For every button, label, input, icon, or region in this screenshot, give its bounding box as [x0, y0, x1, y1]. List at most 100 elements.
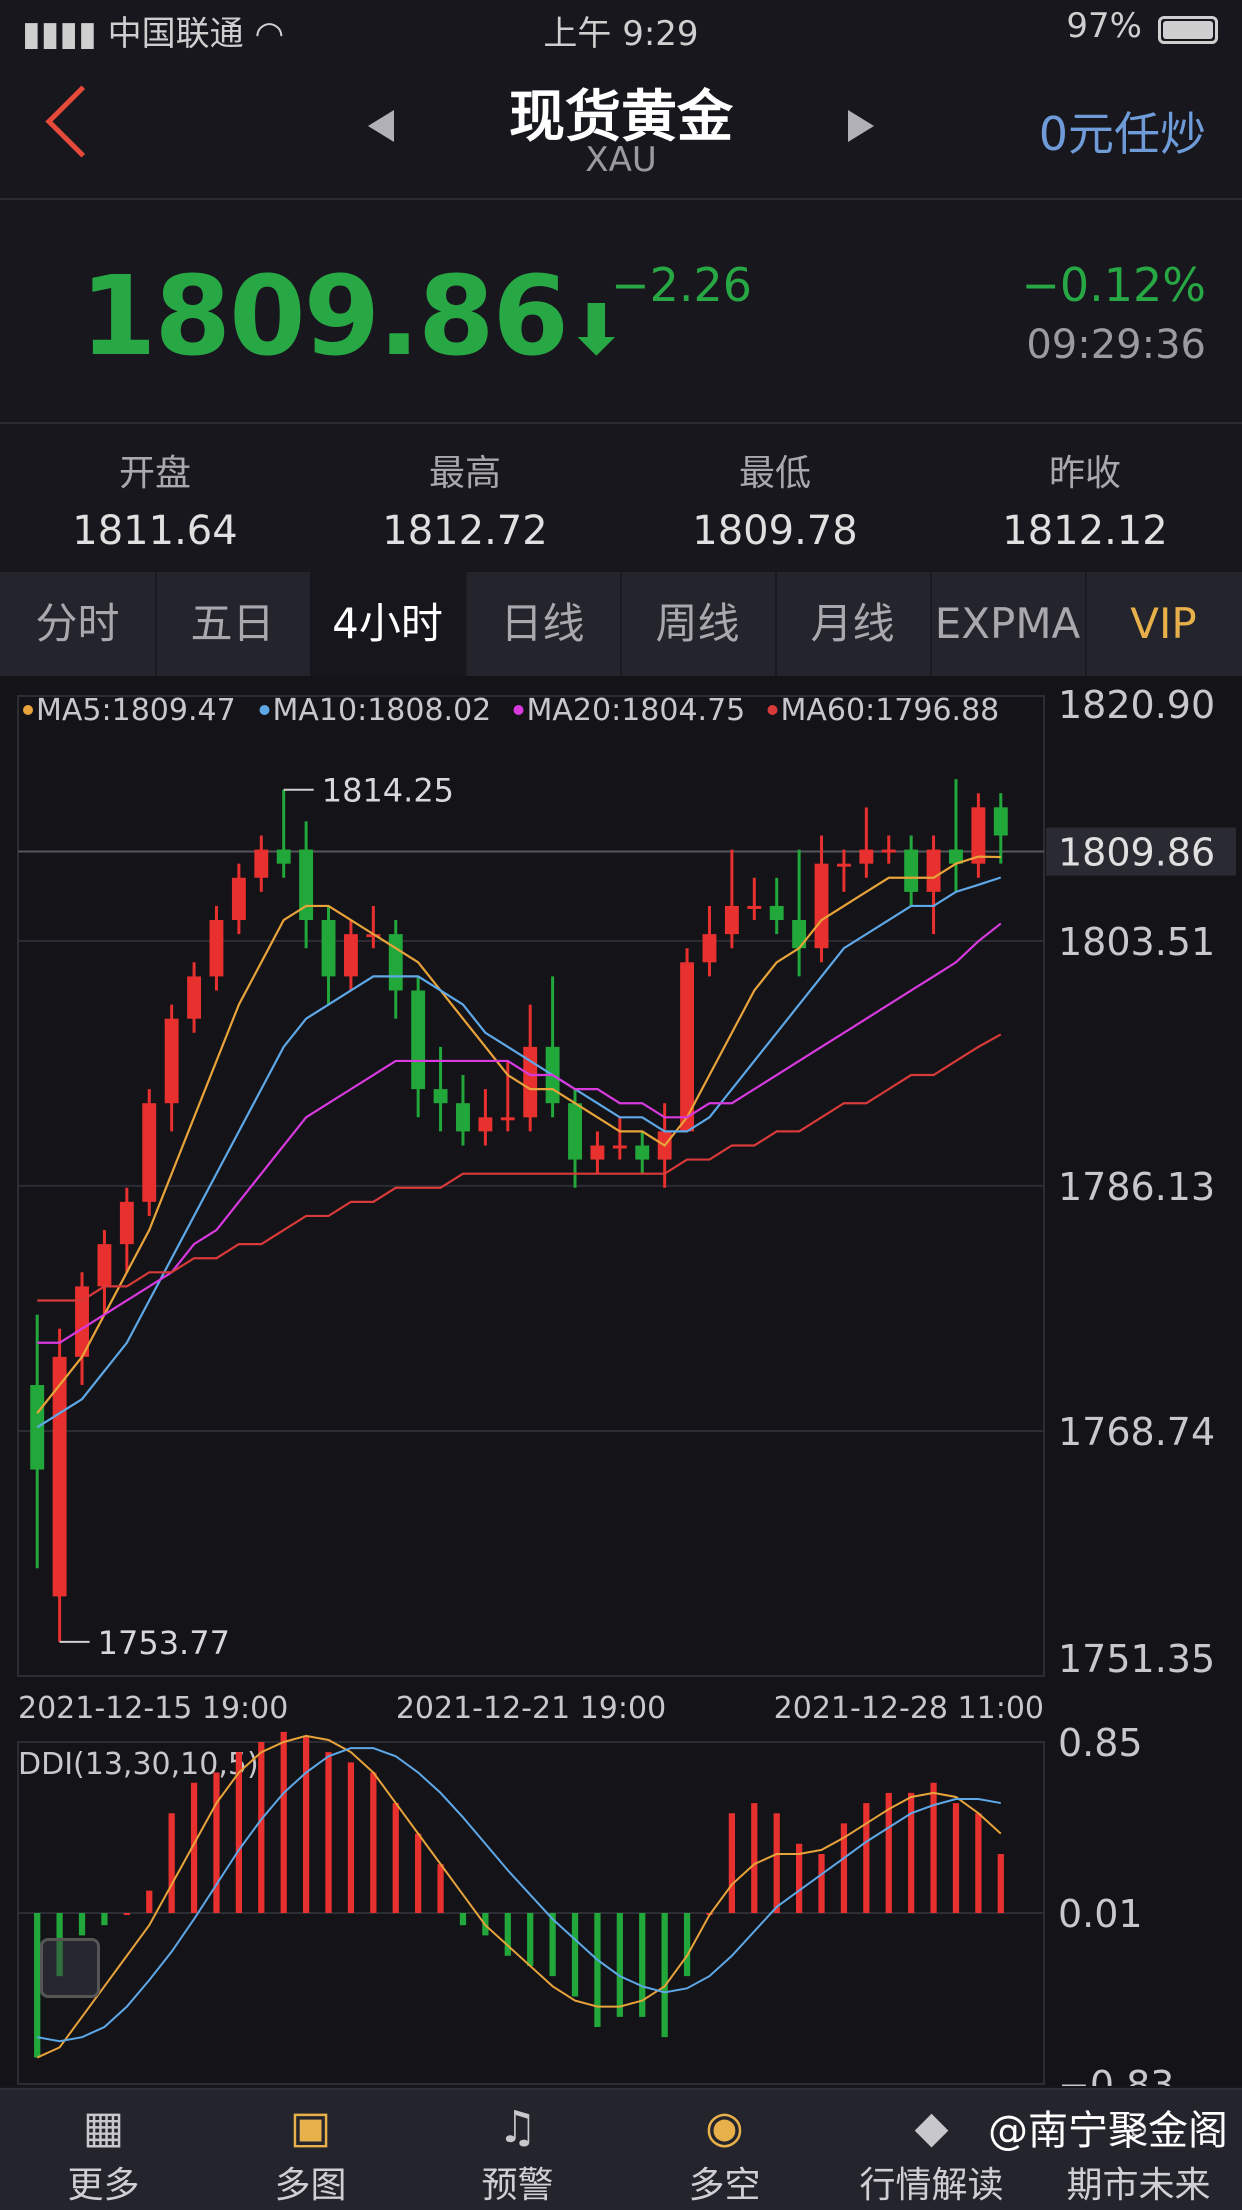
tab-five-day[interactable]: 五日: [155, 572, 312, 676]
legend-entry: MA5:1809.47: [36, 693, 236, 728]
next-instrument-icon[interactable]: [848, 110, 874, 142]
candle-body: [388, 934, 403, 991]
candle-body: [119, 1201, 134, 1245]
y-tick-label: 1751.35: [1058, 1637, 1215, 1681]
kline-chart[interactable]: 1820.90 1809.86 1803.51 1786.13 1768.74 1751.…: [0, 676, 1242, 2086]
candle-body: [836, 863, 851, 867]
candle-body: [209, 920, 224, 977]
y-tick-label: 1803.51: [1058, 920, 1215, 964]
legend-dot: [767, 705, 778, 715]
nav-label: 多空: [688, 2165, 761, 2206]
tab-4-hour[interactable]: 4小时: [310, 572, 467, 676]
ma-line: [37, 922, 1002, 1344]
min-label: 1753.77: [98, 1624, 230, 1662]
candle-body: [231, 877, 246, 921]
stat-open: 开盘 1811.64: [0, 444, 310, 554]
candle-body: [52, 1356, 67, 1597]
ddi-line: [36, 1734, 1002, 2059]
candle-body: [321, 920, 336, 977]
promo-link[interactable]: 0元任炒: [1038, 107, 1206, 161]
instrument-code: XAU: [585, 140, 657, 180]
x-tick-label: 2021-12-21 19:00: [396, 1691, 666, 1726]
candle-body: [971, 807, 986, 864]
candle-body: [411, 990, 426, 1090]
clock: 上午 9:29: [543, 14, 699, 54]
signal-icon: ▮▮▮▮: [22, 14, 108, 54]
stat-value: 1811.64: [72, 508, 238, 554]
x-tick-label: 2021-12-28 11:00: [774, 1691, 1044, 1726]
candle-body: [187, 976, 202, 1019]
nav-label: 更多: [67, 2165, 140, 2206]
multi-chart-icon: ▣: [289, 2102, 332, 2153]
stat-value: 1812.12: [1002, 508, 1168, 554]
nav-multi-chart[interactable]: ▣ 多图: [207, 2090, 414, 2210]
nav-alert[interactable]: ♫ 预警: [414, 2090, 621, 2210]
current-price-badge: [1046, 827, 1236, 876]
ddi-y-tick: −0.83: [1058, 2063, 1174, 2086]
tab-weekly[interactable]: 周线: [620, 572, 777, 676]
candle-body: [635, 1145, 650, 1160]
legend-dot: [259, 705, 270, 715]
candle-body: [949, 849, 963, 864]
candle-body: [276, 849, 291, 864]
candle-body: [478, 1117, 493, 1132]
candle-body: [680, 962, 695, 1132]
candle-body: [859, 849, 874, 864]
status-bar: ▮▮▮▮ 中国联通 ◠ 上午 9:29 97%: [0, 0, 1242, 62]
battery-label: 97%: [1066, 6, 1142, 46]
candle-body: [366, 934, 381, 938]
ddi-y-tick: 0.01: [1058, 1892, 1143, 1936]
candle-body: [769, 905, 784, 921]
current-price: 1809.86⬇: [80, 252, 626, 380]
candle-body: [523, 1046, 538, 1118]
candle-body: [433, 1089, 448, 1104]
nav-futures[interactable]: ⌕ 期市未来: [1035, 2090, 1242, 2210]
y-tick-label: 1786.13: [1058, 1165, 1215, 1209]
candle-body: [254, 849, 269, 878]
nav-long-short[interactable]: ◉ 多空: [621, 2090, 828, 2210]
candle-body: [164, 1018, 179, 1104]
nav-label: 多图: [274, 2165, 347, 2206]
bottom-nav: ▦ 更多 ▣ 多图 ♫ 预警 ◉ 多空 ◆ 行情解读 ⌕ 期市未来: [0, 2088, 1242, 2210]
nav-more[interactable]: ▦ 更多: [0, 2090, 207, 2210]
prev-instrument-icon[interactable]: [368, 110, 394, 142]
arrow-down-icon: ⬇: [567, 289, 626, 371]
candle-body: [612, 1145, 627, 1149]
tab-daily[interactable]: 日线: [465, 572, 622, 676]
chart-canvas[interactable]: 1820.90 1809.86 1803.51 1786.13 1768.74 1751.…: [0, 676, 1242, 2086]
candle-body: [702, 934, 717, 963]
page-title: 现货黄金: [509, 85, 733, 150]
ma-line: [36, 876, 1002, 1429]
tab-intraday[interactable]: 分时: [0, 572, 157, 676]
legend-dot: [23, 705, 33, 715]
layout-toggle-icon[interactable]: [40, 1938, 100, 1998]
max-label: 1814.25: [322, 772, 454, 810]
search-icon: ⌕: [1126, 2102, 1151, 2153]
tab-vip[interactable]: VIP: [1130, 599, 1197, 648]
stat-prev-close: 昨收 1812.12: [930, 444, 1240, 554]
candle-body: [30, 1385, 45, 1470]
candle-body: [299, 849, 314, 921]
ma-line: [37, 1033, 1002, 1302]
stats-row: 开盘 1811.64 最高 1812.72 最低 1809.78 昨收 1812.12: [0, 424, 1242, 570]
candle-body: [97, 1244, 112, 1287]
tab-monthly[interactable]: 月线: [775, 572, 932, 676]
period-tabs: 分时 五日 4小时 日线 周线 月线 EXPMA VIP: [0, 572, 1242, 676]
legend-entry: MA20:1804.75: [527, 693, 746, 728]
tab-expma[interactable]: EXPMA: [930, 572, 1087, 676]
ddi-signal-line: [37, 1747, 1001, 2043]
stat-high: 最高 1812.72: [310, 444, 620, 554]
grid-icon: ▦: [82, 2102, 125, 2153]
watermark: @南宁聚金阁: [988, 2108, 1228, 2154]
x-tick-label: 2021-12-15 19:00: [18, 1691, 288, 1726]
ddi-label: DDI(13,30,10,5): [18, 1747, 259, 1782]
price-change-percent: −0.12%: [1021, 258, 1206, 312]
candle-body: [500, 1117, 515, 1121]
stat-label: 昨收: [1048, 453, 1121, 494]
nav-market-analysis[interactable]: ◆ 行情解读: [828, 2090, 1035, 2210]
legend-dot: [513, 705, 524, 715]
candle-body: [993, 807, 1008, 836]
candle-body: [814, 863, 829, 949]
quote-panel: 1809.86⬇ −2.26 −0.12% 09:29:36: [0, 200, 1242, 424]
candle-body: [568, 1103, 582, 1160]
